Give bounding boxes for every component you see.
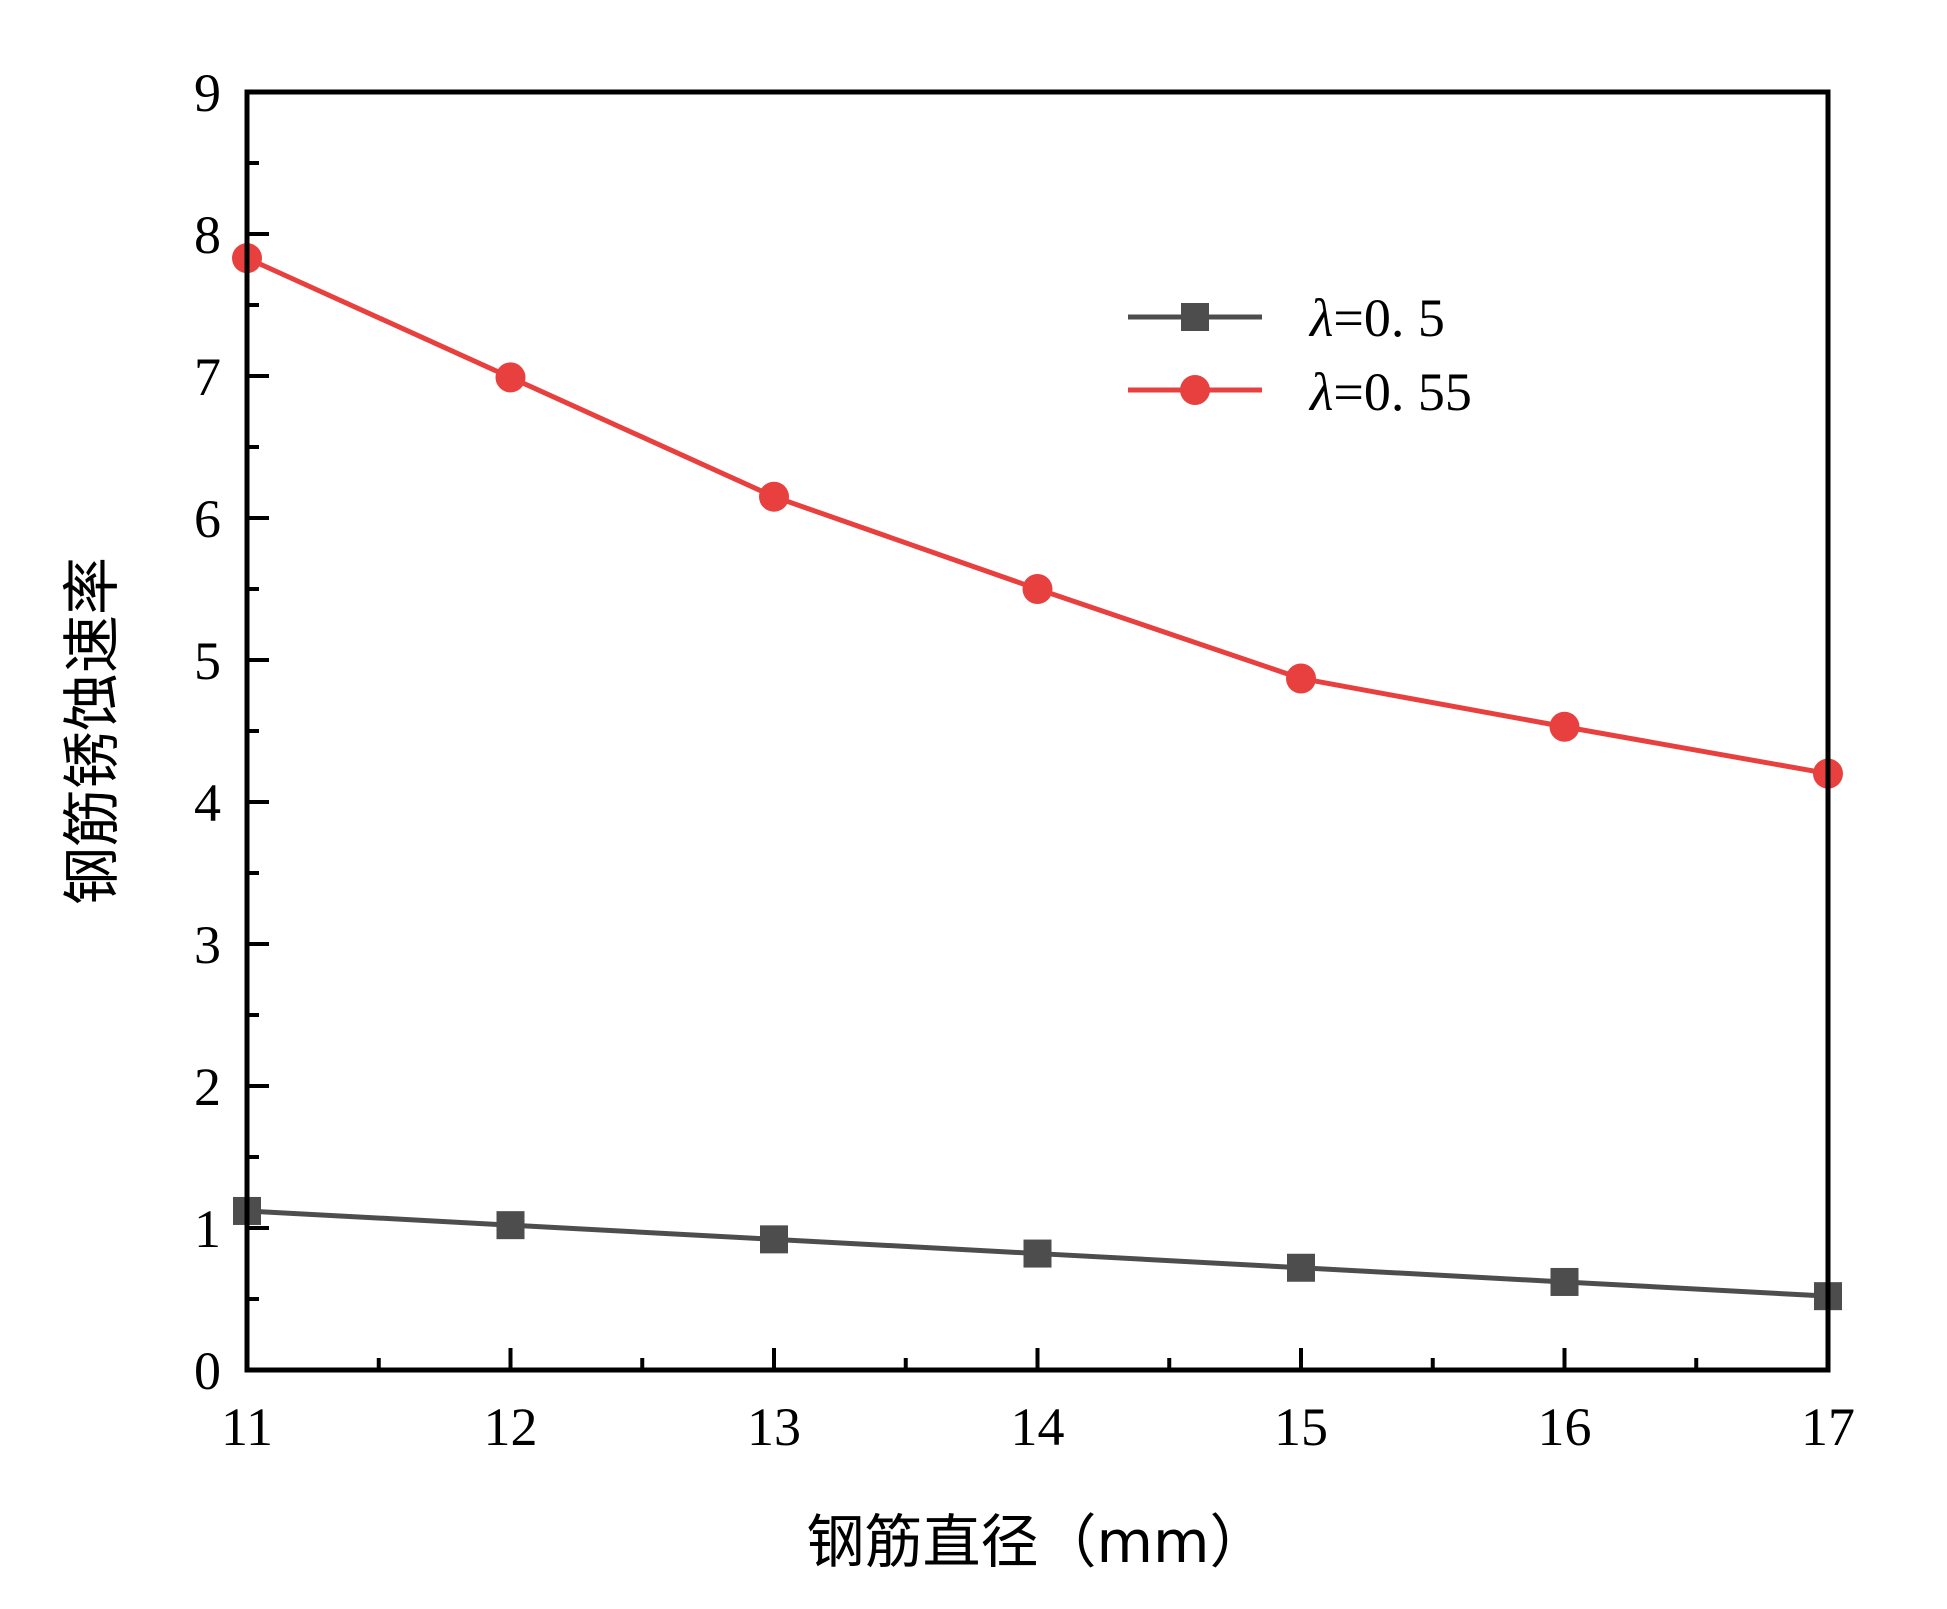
series-group [232, 243, 1843, 1311]
data-point [496, 1211, 525, 1240]
legend-value-1: =0. 5 [1333, 288, 1444, 348]
y-tick-label: 0 [194, 1341, 221, 1401]
legend: λ=0. 5 λ=0. 55 [1128, 288, 1472, 422]
x-tick-label: 17 [1801, 1397, 1855, 1457]
data-point [1287, 1253, 1315, 1282]
x-axis-title: 钢筋直径（mm） [807, 1508, 1268, 1576]
x-tick-labels: 11 12 13 14 15 16 17 [221, 1397, 1855, 1457]
y-tick-label: 5 [194, 631, 221, 691]
y-tick-label: 9 [194, 63, 221, 123]
legend-symbol-1: λ [1308, 288, 1333, 348]
y-tick-label: 4 [194, 773, 221, 833]
x-tick-label: 12 [484, 1397, 538, 1457]
legend-value-2: =0. 55 [1333, 362, 1471, 422]
data-point [759, 481, 789, 512]
y-tick-label: 6 [194, 489, 221, 549]
series-line-2 [245, 255, 1829, 777]
y-tick-label: 8 [194, 205, 221, 265]
data-point [1022, 574, 1053, 604]
y-tick-label: 2 [194, 1057, 221, 1117]
data-point [1286, 663, 1316, 694]
data-point [1550, 1267, 1579, 1296]
series-1 [233, 1196, 1842, 1311]
x-tick-label: 16 [1538, 1397, 1592, 1457]
y-tick-label: 3 [194, 915, 221, 975]
legend-swatch-marker-1 [1181, 303, 1209, 331]
legend-label-2: λ=0. 55 [1308, 362, 1472, 422]
legend-label-1: λ=0. 5 [1308, 288, 1445, 348]
x-tick-label: 15 [1274, 1397, 1328, 1457]
data-point [760, 1225, 788, 1254]
data-point [1023, 1239, 1052, 1268]
plot-frame [244, 89, 1831, 1373]
legend-swatch-marker-2 [1180, 375, 1210, 405]
data-point [1549, 711, 1580, 742]
y-tick-label: 1 [194, 1199, 221, 1259]
x-tick-label: 11 [221, 1397, 273, 1457]
data-point [495, 362, 526, 393]
y-axis-title: 钢筋锈蚀速率 [58, 557, 126, 905]
x-tick-label: 14 [1011, 1397, 1065, 1457]
legend-entry-1: λ=0. 5 [1128, 288, 1445, 348]
series-2 [232, 243, 1843, 789]
legend-entry-2: λ=0. 55 [1128, 362, 1472, 422]
x-tick-label: 13 [747, 1397, 801, 1457]
y-tick-label: 7 [194, 347, 221, 407]
y-tick-labels: 0 1 2 3 4 5 6 7 8 9 [194, 63, 221, 1401]
legend-symbol-2: λ [1308, 362, 1333, 422]
